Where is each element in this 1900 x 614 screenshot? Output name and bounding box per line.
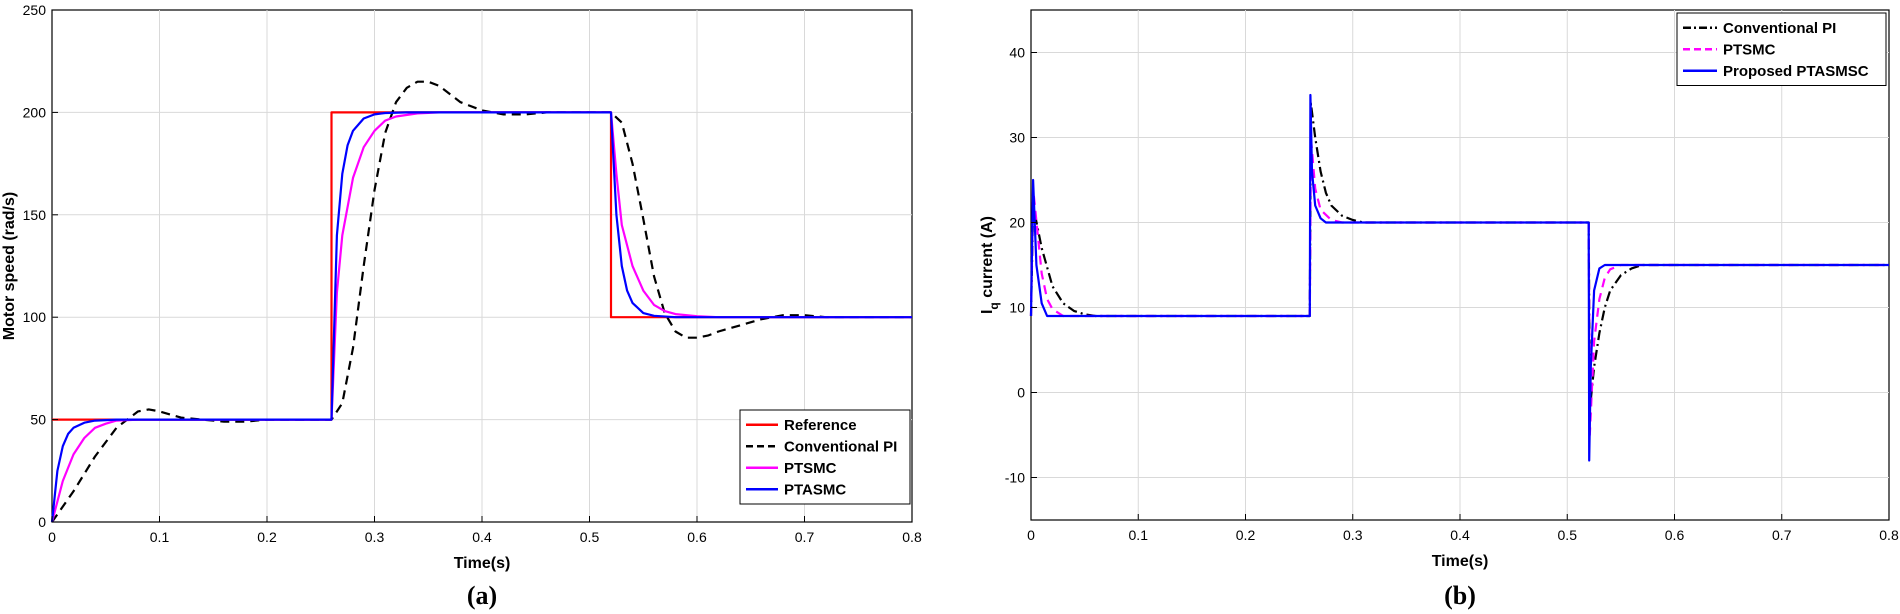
series-line-b-2 bbox=[1029, 93, 1889, 462]
legend-label-b-0: Conventional PI bbox=[1723, 20, 1836, 37]
x-tick-label-b: 0.4 bbox=[1450, 527, 1470, 543]
y-tick-label-a: 150 bbox=[23, 207, 47, 223]
y-ticks-a: 0 50 100 150 200 250 bbox=[23, 2, 58, 530]
x-tick-label-a: 0.1 bbox=[150, 529, 170, 545]
x-tick-label-b: 0.8 bbox=[1879, 527, 1899, 543]
x-tick-label-a: 0.3 bbox=[365, 529, 385, 545]
y-axis-label-b: Iq current (A) bbox=[979, 216, 1001, 314]
y-ticks-b: -10 0 10 20 30 40 bbox=[1005, 45, 1037, 486]
caption-b: (b) bbox=[1444, 581, 1476, 610]
y-tick-label-b: 10 bbox=[1009, 300, 1025, 316]
series-line-b-0 bbox=[1029, 102, 1889, 411]
y-tick-label-b: 0 bbox=[1017, 385, 1025, 401]
legend-label-b-1: PTSMC bbox=[1723, 41, 1776, 58]
y-tick-label-b: 40 bbox=[1009, 45, 1025, 61]
x-tick-label-b: 0 bbox=[1027, 527, 1035, 543]
x-tick-label-b: 0.2 bbox=[1236, 527, 1256, 543]
y-axis-label-b-sub: q bbox=[987, 302, 1001, 309]
y-axis-label-b-main: I bbox=[979, 310, 996, 314]
legend-label-a-3: PTASMC bbox=[784, 481, 846, 498]
y-tick-label-b: 30 bbox=[1009, 130, 1025, 146]
y-tick-label-a: 100 bbox=[23, 309, 47, 325]
x-axis-label-b: Time(s) bbox=[1432, 553, 1489, 570]
y-tick-label-b: -10 bbox=[1005, 470, 1025, 486]
x-tick-label-b: 0.3 bbox=[1343, 527, 1363, 543]
series-line-b-1 bbox=[1029, 136, 1889, 437]
caption-a: (a) bbox=[467, 581, 497, 610]
x-tick-label-b: 0.1 bbox=[1129, 527, 1149, 543]
x-ticks-b: 0 0.1 0.2 0.3 0.4 0.5 0.6 0.7 0.8 bbox=[1027, 514, 1899, 543]
series-layer-b bbox=[1029, 93, 1889, 462]
y-tick-label-b: 20 bbox=[1009, 215, 1025, 231]
x-tick-label-a: 0.6 bbox=[687, 529, 707, 545]
y-tick-label-a: 50 bbox=[30, 412, 46, 428]
x-axis-label-a: Time(s) bbox=[454, 555, 511, 572]
y-tick-label-a: 200 bbox=[23, 104, 47, 120]
x-tick-label-b: 0.6 bbox=[1665, 527, 1685, 543]
series-line-a-3 bbox=[50, 111, 912, 523]
x-tick-label-a: 0.7 bbox=[795, 529, 815, 545]
x-tick-label-a: 0.5 bbox=[580, 529, 600, 545]
x-tick-label-b: 0.7 bbox=[1772, 527, 1792, 543]
legend-label-a-0: Reference bbox=[784, 417, 857, 434]
legend-label-a-1: Conventional PI bbox=[784, 438, 897, 455]
y-tick-label-a: 250 bbox=[23, 2, 47, 18]
x-tick-label-b: 0.5 bbox=[1558, 527, 1578, 543]
x-tick-label-a: 0.2 bbox=[257, 529, 277, 545]
legend-label-a-2: PTSMC bbox=[784, 460, 837, 477]
y-tick-label-a: 0 bbox=[38, 514, 46, 530]
y-axis-label-b-rest: current (A) bbox=[979, 216, 996, 302]
current-chart: 0 0.1 0.2 0.3 0.4 0.5 0.6 0.7 0.8 -10 0 10 20 30 40 T… bbox=[979, 9, 1899, 610]
legend-b: Conventional PI PTSMC Proposed PTASMSC bbox=[1676, 12, 1887, 86]
legend-a: Reference Conventional PI PTSMC PTASMC bbox=[739, 409, 911, 505]
series-line-a-2 bbox=[50, 111, 912, 523]
y-axis-label-a: Motor speed (rad/s) bbox=[1, 192, 18, 340]
speed-chart: 0 0.1 0.2 0.3 0.4 0.5 0.6 0.7 0.8 0 50 100 150 200 25… bbox=[1, 2, 922, 610]
x-tick-label-a: 0.4 bbox=[472, 529, 492, 545]
x-ticks-a: 0 0.1 0.2 0.3 0.4 0.5 0.6 0.7 0.8 bbox=[48, 516, 922, 545]
legend-label-b-2: Proposed PTASMSC bbox=[1723, 63, 1869, 80]
x-tick-label-a: 0 bbox=[48, 529, 56, 545]
series-layer-a bbox=[50, 80, 912, 523]
x-tick-label-a: 0.8 bbox=[902, 529, 922, 545]
